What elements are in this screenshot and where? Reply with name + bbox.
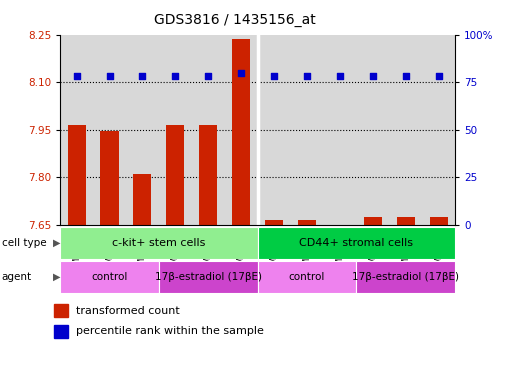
Point xyxy=(138,73,146,79)
Text: ▶: ▶ xyxy=(53,238,60,248)
Bar xyxy=(323,35,356,225)
Point xyxy=(435,73,443,79)
Text: percentile rank within the sample: percentile rank within the sample xyxy=(76,326,264,336)
Point xyxy=(402,73,410,79)
Bar xyxy=(257,227,455,259)
Bar xyxy=(356,35,389,225)
Text: 17β-estradiol (17βE): 17β-estradiol (17βE) xyxy=(352,272,459,282)
Point xyxy=(237,70,245,76)
Bar xyxy=(257,35,290,225)
Bar xyxy=(159,261,257,293)
Bar xyxy=(159,35,192,225)
Bar xyxy=(60,227,257,259)
Bar xyxy=(100,131,119,225)
Bar xyxy=(265,220,283,225)
Bar xyxy=(422,35,455,225)
Bar xyxy=(126,35,159,225)
Bar xyxy=(192,35,225,225)
Text: control: control xyxy=(289,272,325,282)
Point xyxy=(105,73,113,79)
Bar xyxy=(225,35,257,225)
Point xyxy=(336,73,344,79)
Point xyxy=(204,73,212,79)
Point xyxy=(369,73,377,79)
Bar xyxy=(67,125,86,225)
Bar xyxy=(389,35,422,225)
Bar xyxy=(356,261,455,293)
Bar xyxy=(331,225,349,226)
Point xyxy=(171,73,179,79)
Bar xyxy=(429,217,448,225)
Bar xyxy=(232,39,250,225)
Text: GDS3816 / 1435156_at: GDS3816 / 1435156_at xyxy=(154,13,316,27)
Text: CD44+ stromal cells: CD44+ stromal cells xyxy=(299,238,413,248)
Bar xyxy=(54,325,68,338)
Point xyxy=(270,73,278,79)
Bar xyxy=(290,35,323,225)
Bar xyxy=(257,261,356,293)
Bar xyxy=(298,220,316,225)
Bar xyxy=(60,35,93,225)
Bar xyxy=(166,125,185,225)
Bar xyxy=(60,261,159,293)
Text: agent: agent xyxy=(2,272,32,282)
Bar xyxy=(93,35,126,225)
Text: 17β-estradiol (17βE): 17β-estradiol (17βE) xyxy=(155,272,262,282)
Bar xyxy=(199,125,217,225)
Bar xyxy=(54,304,68,317)
Text: cell type: cell type xyxy=(2,238,46,248)
Text: transformed count: transformed count xyxy=(76,306,180,316)
Point xyxy=(303,73,311,79)
Text: c-kit+ stem cells: c-kit+ stem cells xyxy=(112,238,206,248)
Bar xyxy=(133,174,152,225)
Bar xyxy=(363,217,382,225)
Text: control: control xyxy=(92,272,128,282)
Point xyxy=(72,73,81,79)
Text: ▶: ▶ xyxy=(53,272,60,282)
Bar xyxy=(396,217,415,225)
